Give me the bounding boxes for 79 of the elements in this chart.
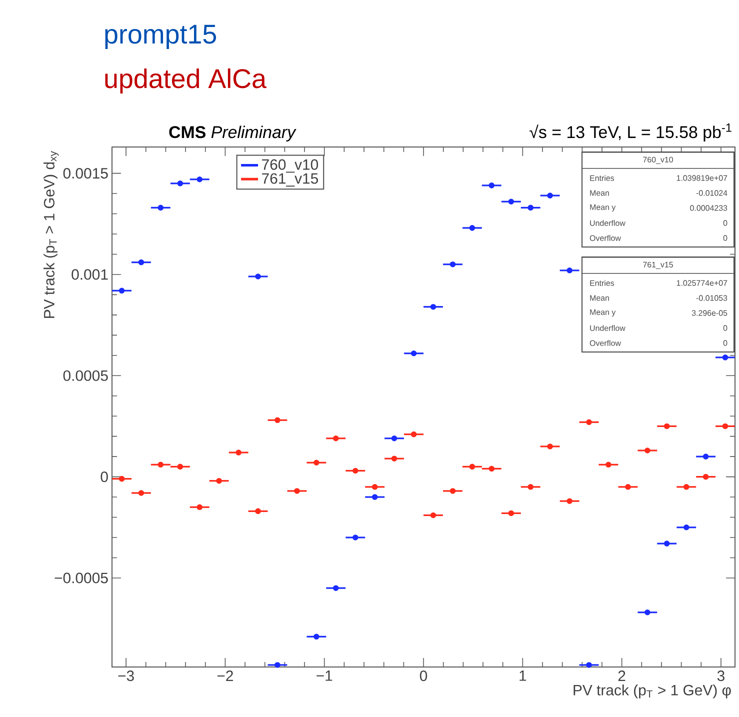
point: [158, 204, 164, 211]
point: [702, 454, 709, 460]
point: [216, 478, 222, 484]
point: [547, 192, 553, 198]
y-tick-label: 0.001: [72, 269, 108, 280]
point: [118, 476, 125, 482]
point: [547, 444, 553, 450]
point: [644, 448, 650, 454]
point: [469, 464, 476, 470]
x-tick-label: −2: [217, 670, 233, 681]
legend-label: 761_v15: [262, 173, 318, 187]
point: [352, 534, 358, 540]
point: [528, 204, 534, 211]
x-axis-title: PV track (p$_{T}$ > 1 GeV) φ: [574, 684, 731, 698]
text: CMS Preliminary: [169, 126, 296, 142]
point: [177, 180, 184, 186]
point: [586, 662, 592, 668]
x-tick-label: 3: [717, 670, 724, 682]
point: [430, 512, 436, 518]
point: [138, 490, 144, 496]
text: prompt15: [105, 24, 216, 50]
point: [138, 259, 144, 266]
point: [664, 423, 670, 430]
point: [566, 268, 572, 274]
point: [430, 304, 436, 310]
point: [722, 354, 728, 360]
point: [372, 494, 378, 500]
point: [410, 431, 417, 438]
point: [255, 508, 261, 514]
point: [196, 176, 203, 182]
text: √s = 13 TeV, L = 15.58 pb$^{-1}$: [530, 124, 732, 142]
point: [586, 419, 592, 426]
point: [177, 464, 184, 470]
point: [236, 450, 242, 456]
point: [410, 350, 417, 356]
point: [255, 274, 261, 280]
point: [118, 288, 125, 294]
point: [314, 634, 320, 640]
legend-label: 760_v10: [262, 159, 318, 173]
x-tick-label: −3: [118, 670, 134, 682]
point: [450, 261, 456, 268]
point: [332, 435, 339, 442]
point: [644, 609, 650, 616]
point: [196, 504, 203, 510]
x-tick-label: 1: [520, 670, 526, 681]
point: [274, 662, 280, 668]
point: [683, 524, 690, 530]
point: [702, 474, 709, 480]
point: [274, 417, 280, 424]
point: [332, 585, 339, 591]
point: [683, 484, 690, 490]
y-tick-label: 0: [100, 472, 108, 482]
point: [722, 423, 728, 430]
point: [488, 182, 495, 188]
y-tick-label: 0.0015: [63, 168, 108, 179]
point: [508, 510, 514, 516]
point: [314, 460, 320, 466]
point: [391, 456, 398, 462]
point: [391, 435, 398, 442]
point: [664, 540, 670, 546]
point: [606, 462, 612, 468]
y-tick-label: −0.0005: [54, 572, 108, 584]
y-tick-label: 0.0005: [63, 370, 108, 381]
point: [158, 462, 164, 468]
point: [450, 488, 456, 494]
point: [294, 488, 300, 494]
x-tick-label: 0: [420, 670, 428, 682]
x-tick-label: −1: [316, 670, 332, 681]
point: [625, 484, 631, 490]
point: [566, 498, 572, 504]
point: [508, 198, 514, 205]
point: [352, 468, 358, 474]
x-tick-label: 2: [618, 670, 626, 681]
text: updated AlCa: [105, 68, 266, 94]
point: [372, 484, 378, 490]
point: [528, 484, 534, 490]
point: [469, 225, 476, 231]
y-axis-title: PV track (p$_{T}$ > 1 GeV) d$_{xy}$: [44, 151, 59, 318]
point: [488, 466, 495, 472]
